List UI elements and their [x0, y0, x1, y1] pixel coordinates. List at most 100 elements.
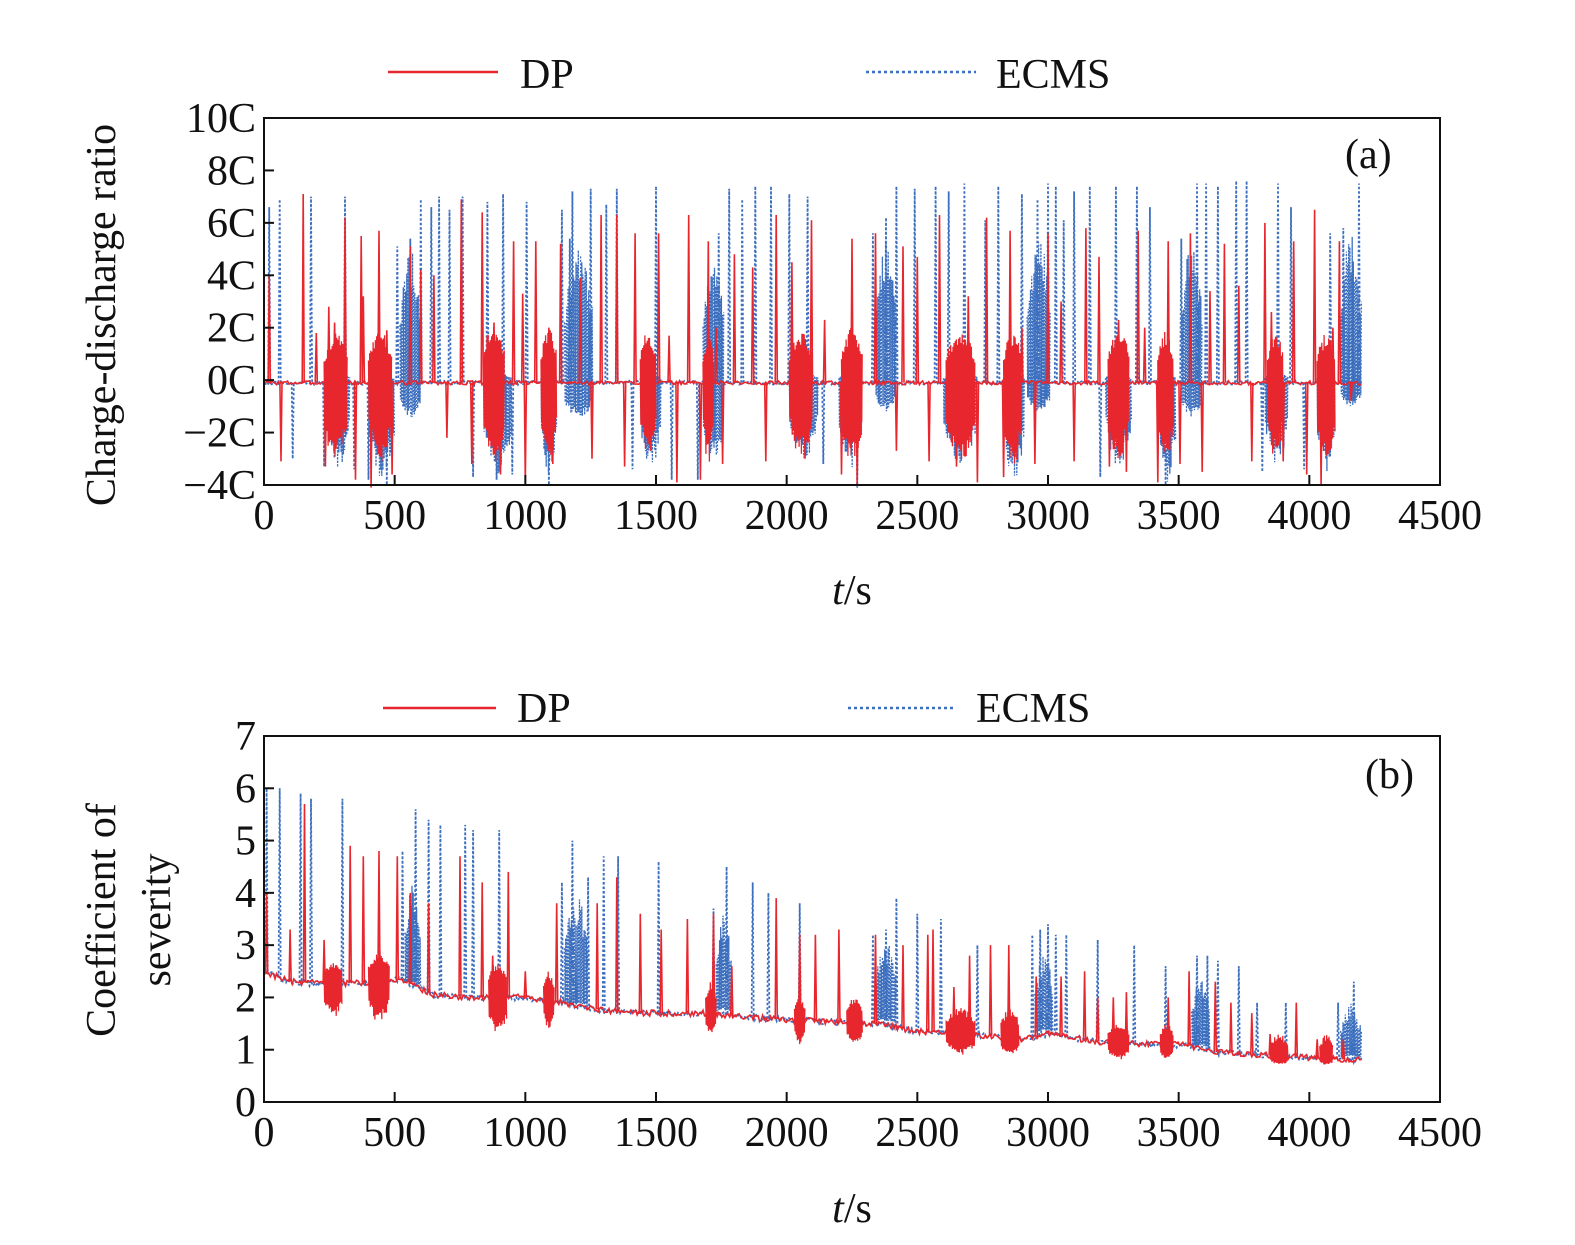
data-spike: [615, 877, 619, 1012]
data-spike: [1195, 183, 1199, 383]
data-spike: [901, 246, 905, 383]
data-burst: [1340, 236, 1363, 407]
data-spike: [667, 335, 671, 383]
data-burst: [1000, 1009, 1020, 1054]
data-burst: [1157, 331, 1174, 453]
data-spike: [996, 186, 1001, 383]
series-baseline: [263, 378, 1362, 387]
data-spike: [458, 856, 462, 997]
plot-area-a: [263, 180, 1363, 488]
data-spike: [1046, 924, 1050, 1035]
data-spike: [894, 382, 899, 451]
data-spike: [711, 908, 716, 1014]
data-spike: [1260, 382, 1265, 472]
data-spike: [873, 233, 878, 383]
data-spike: [727, 188, 732, 383]
y-tick-label: −2C: [183, 411, 256, 457]
x-axis-b: 0 500 1000 1500 2000 2500 3000 3500 4000 4500: [254, 1092, 1482, 1156]
data-spike: [622, 382, 627, 467]
data-spike: [432, 275, 436, 383]
data-spike: [685, 918, 690, 1014]
data-spike: [322, 939, 326, 985]
data-spike: [656, 233, 661, 383]
data-spike: [1250, 382, 1254, 462]
data-spike: [288, 929, 292, 982]
y-tick-label: 6C: [207, 201, 256, 247]
y-tick-label: 3: [235, 923, 256, 969]
x-tick-label: 3500: [1137, 493, 1221, 539]
data-spike: [962, 183, 967, 383]
data-burst: [563, 899, 589, 1005]
data-spike: [656, 861, 661, 1014]
data-spike: [766, 892, 771, 1019]
data-burst: [702, 336, 715, 462]
data-spike: [1163, 966, 1168, 1045]
data-burst: [1107, 330, 1130, 459]
data-spike: [1255, 1002, 1259, 1055]
data-burst: [705, 982, 717, 1033]
data-spike: [787, 193, 792, 383]
data-spike: [774, 214, 779, 383]
data-burst: [540, 330, 558, 455]
y-axis-b: 0 1 2 3 4 5 6 7: [235, 714, 274, 1126]
data-burst: [563, 250, 594, 416]
legend-b: DP ECMS: [383, 686, 1090, 732]
data-spike: [1097, 256, 1101, 383]
data-burst: [1034, 956, 1054, 1034]
data-spike: [1351, 981, 1356, 1060]
data-spike: [1046, 233, 1050, 383]
data-burst: [367, 333, 393, 462]
y-tick-label: −4C: [183, 463, 256, 509]
data-spike: [873, 934, 878, 1024]
data-spike: [1263, 222, 1267, 383]
data-burst: [1026, 242, 1051, 412]
data-spike: [790, 262, 794, 383]
data-spike: [1095, 997, 1100, 1042]
data-spike: [1204, 183, 1209, 383]
data-spike: [984, 217, 989, 383]
data-spike: [309, 798, 313, 984]
data-spike: [361, 296, 366, 383]
data-spike: [1033, 382, 1037, 465]
data-spike: [1304, 382, 1309, 475]
data-spike: [659, 929, 664, 1014]
data-spike: [615, 214, 619, 383]
x-axis-label-b-var: t: [832, 1186, 845, 1232]
data-spike: [523, 971, 528, 998]
data-spike: [560, 209, 564, 383]
data-spike: [1276, 183, 1280, 383]
data-spike: [753, 186, 758, 383]
data-spike: [927, 382, 931, 462]
data-spike: [1188, 233, 1193, 383]
x-tick-label: 3500: [1137, 1110, 1221, 1156]
data-spike: [1315, 1039, 1319, 1058]
legend-a: DP ECMS: [388, 52, 1110, 98]
data-spike: [1229, 1002, 1233, 1054]
x-tick-label: 2500: [875, 1110, 959, 1156]
x-tick-label: 3000: [1006, 493, 1090, 539]
x-tick-label: 2000: [745, 1110, 829, 1156]
data-burst: [542, 971, 555, 1028]
data-spike: [586, 877, 590, 1008]
data-spike: [1072, 382, 1076, 462]
data-burst: [715, 915, 733, 1012]
data-spike: [277, 199, 282, 383]
data-spike: [400, 850, 405, 981]
data-spike: [1132, 945, 1137, 1044]
plot-frame-a: [263, 117, 1441, 486]
data-spike: [1030, 934, 1035, 1038]
data-spike: [1148, 207, 1152, 383]
data-spike: [438, 824, 443, 996]
x-tick-label: 500: [363, 493, 426, 539]
data-burst: [488, 964, 508, 1032]
data-spike: [447, 209, 452, 383]
data-burst: [840, 328, 863, 457]
data-spike: [1053, 186, 1058, 383]
data-spike: [797, 934, 802, 1021]
data-spike: [732, 254, 737, 383]
y-tick-label: 0C: [207, 358, 256, 404]
data-spike: [1291, 241, 1296, 383]
data-spike: [1236, 285, 1241, 383]
y-tick-label: 1: [235, 1028, 256, 1074]
data-burst: [1191, 981, 1211, 1048]
